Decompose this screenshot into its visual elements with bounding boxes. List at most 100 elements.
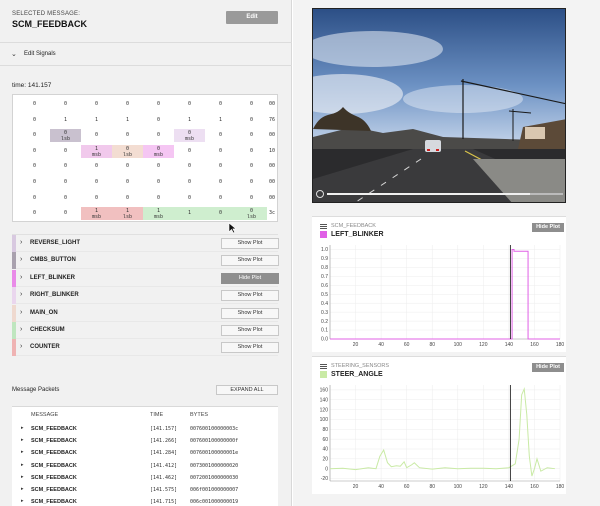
signal-row[interactable]: › MAIN_ON Show Plot xyxy=(12,304,279,322)
dashcam-video[interactable] xyxy=(312,8,566,203)
show-plot-button[interactable]: Show Plot xyxy=(221,238,279,249)
bit-cell[interactable]: 0 xyxy=(205,207,236,221)
bit-cell[interactable]: 1 xyxy=(112,114,143,127)
show-plot-button[interactable]: Show Plot xyxy=(221,325,279,336)
video-progress-bar[interactable] xyxy=(327,193,563,195)
drag-handle-icon[interactable] xyxy=(320,224,327,229)
bit-cell[interactable]: 0 xyxy=(205,129,236,142)
bit-cell[interactable]: 0 xyxy=(143,114,174,127)
chevron-right-icon[interactable]: › xyxy=(20,308,23,316)
signal-row[interactable]: › REVERSE_LIGHT Show Plot xyxy=(12,235,279,252)
hide-plot-button[interactable]: Hide Plot xyxy=(221,272,279,284)
bit-cell[interactable]: 0 xyxy=(81,129,112,142)
bit-cell[interactable]: 0 xyxy=(174,192,205,205)
bit-cell[interactable]: 0 xyxy=(236,160,267,173)
bit-cell[interactable]: 0 lsb xyxy=(50,129,81,143)
bit-cell[interactable]: 1 xyxy=(50,114,81,127)
bit-cell[interactable]: 0 xyxy=(174,160,205,173)
bit-cell[interactable]: 0 xyxy=(19,160,50,173)
bit-cell[interactable]: 0 xyxy=(205,145,236,158)
expand-row-icon[interactable]: ▸ xyxy=(21,498,24,505)
hide-plot-button[interactable]: Hide Plot xyxy=(532,223,564,232)
bit-cell[interactable]: 0 lsb xyxy=(236,207,267,221)
expand-row-icon[interactable]: ▸ xyxy=(21,486,24,492)
signal-row[interactable]: › COUNTER Show Plot xyxy=(12,339,279,357)
bit-cell[interactable]: 0 xyxy=(81,192,112,205)
bit-cell[interactable]: 1 msb xyxy=(143,207,174,221)
bit-cell[interactable]: 0 xyxy=(81,98,112,111)
chevron-right-icon[interactable]: › xyxy=(20,326,23,333)
show-plot-button[interactable]: Show Plot xyxy=(221,307,279,319)
bit-cell[interactable]: 0 xyxy=(19,176,50,189)
chevron-right-icon[interactable]: › xyxy=(20,273,23,281)
signal-row[interactable]: › RIGHT_BLINKER Show Plot xyxy=(12,287,279,305)
bit-cell[interactable]: 0 xyxy=(236,192,267,205)
bit-cell[interactable]: 0 xyxy=(50,98,81,111)
bit-cell[interactable]: 0 msb xyxy=(174,129,205,143)
expand-row-icon[interactable]: ▸ xyxy=(21,473,24,480)
bit-cell[interactable]: 0 xyxy=(112,98,143,111)
bit-cell[interactable]: 0 xyxy=(50,192,81,205)
signal-row[interactable]: › CMBS_BUTTON Show Plot xyxy=(12,252,279,270)
packet-row[interactable]: ▸ SCM_FEEDBACK [141.412] 0073001000000020 xyxy=(12,460,278,472)
chevron-right-icon[interactable]: › xyxy=(20,239,23,246)
bit-cell[interactable]: 0 xyxy=(205,176,236,189)
bit-cell[interactable]: 1 lsb xyxy=(112,207,143,221)
bit-cell[interactable]: 1 msb xyxy=(81,207,112,221)
bit-cell[interactable]: 0 xyxy=(205,98,236,111)
bit-cell[interactable]: 0 xyxy=(143,98,174,111)
bit-cell[interactable]: 0 xyxy=(19,129,50,142)
expand-all-button[interactable]: EXPAND ALL xyxy=(216,385,278,395)
bit-cell[interactable]: 0 xyxy=(236,114,267,127)
expand-row-icon[interactable]: ▸ xyxy=(21,425,24,431)
bit-cell[interactable]: 1 xyxy=(174,207,205,221)
bit-cell[interactable]: 0 xyxy=(236,129,267,142)
bit-cell[interactable]: 0 xyxy=(81,176,112,189)
bit-cell[interactable]: 0 msb xyxy=(143,144,174,158)
chevron-right-icon[interactable]: › xyxy=(20,343,23,351)
chevron-right-icon[interactable]: › xyxy=(20,256,23,264)
bit-cell[interactable]: 0 xyxy=(143,129,174,142)
bit-cell[interactable]: 0 xyxy=(19,98,50,111)
bit-cell[interactable]: 0 xyxy=(19,192,50,205)
bit-cell[interactable]: 1 xyxy=(205,114,236,127)
bit-cell[interactable]: 1 xyxy=(174,114,205,127)
bit-cell[interactable]: 0 xyxy=(19,145,50,158)
show-plot-button[interactable]: Show Plot xyxy=(221,342,279,354)
drag-handle-icon[interactable] xyxy=(320,364,327,369)
edit-button[interactable]: Edit xyxy=(226,11,278,24)
expand-row-icon[interactable]: ▸ xyxy=(21,437,24,444)
bit-cell[interactable]: 0 xyxy=(205,192,236,205)
bit-cell[interactable]: 0 xyxy=(112,192,143,205)
signal-row[interactable]: › CHECKSUM Show Plot xyxy=(12,322,279,339)
packet-row[interactable]: ▸ SCM_FEEDBACK [141.266] 007600100000000f xyxy=(12,435,278,447)
show-plot-button[interactable]: Show Plot xyxy=(221,255,279,267)
bit-cell[interactable]: 0 xyxy=(174,176,205,189)
bit-cell[interactable]: 0 xyxy=(112,160,143,173)
edit-signals-toggle[interactable]: ⌄ Edit Signals xyxy=(0,42,292,66)
expand-row-icon[interactable]: ▸ xyxy=(21,461,24,468)
bit-cell[interactable]: 0 xyxy=(143,192,174,205)
bit-cell[interactable]: 0 xyxy=(19,114,50,127)
bit-cell[interactable]: 0 xyxy=(81,160,112,173)
packet-row[interactable]: ▸ SCM_FEEDBACK [141.462] 0072001000000030 xyxy=(12,472,278,484)
expand-row-icon[interactable]: ▸ xyxy=(21,449,24,456)
hide-plot-button[interactable]: Hide Plot xyxy=(532,363,564,372)
bit-cell[interactable]: 0 xyxy=(50,207,81,220)
packet-row[interactable]: ▸ SCM_FEEDBACK [141.715] 006c001000000019 xyxy=(12,496,278,506)
bit-cell[interactable]: 1 msb xyxy=(81,144,112,158)
bit-cell[interactable]: 0 xyxy=(19,207,50,220)
bit-cell[interactable]: 0 xyxy=(50,145,81,158)
packet-row[interactable]: ▸ SCM_FEEDBACK [141.284] 007600100000001e xyxy=(12,447,278,459)
video-play-button[interactable] xyxy=(316,190,324,198)
bit-cell[interactable]: 0 xyxy=(112,176,143,189)
bit-cell[interactable]: 0 xyxy=(50,160,81,173)
bit-cell[interactable]: 0 xyxy=(174,145,205,158)
chevron-right-icon[interactable]: › xyxy=(20,291,23,299)
bit-cell[interactable]: 0 xyxy=(236,98,267,111)
bit-cell[interactable]: 0 xyxy=(50,176,81,189)
packet-row[interactable]: ▸ SCM_FEEDBACK [141.575] 006f001000000007 xyxy=(12,484,278,496)
packet-row[interactable]: ▸ SCM_FEEDBACK [141.157] 007600100000003c xyxy=(12,423,278,435)
bit-cell[interactable]: 0 xyxy=(236,145,267,158)
bit-cell[interactable]: 0 xyxy=(205,160,236,173)
